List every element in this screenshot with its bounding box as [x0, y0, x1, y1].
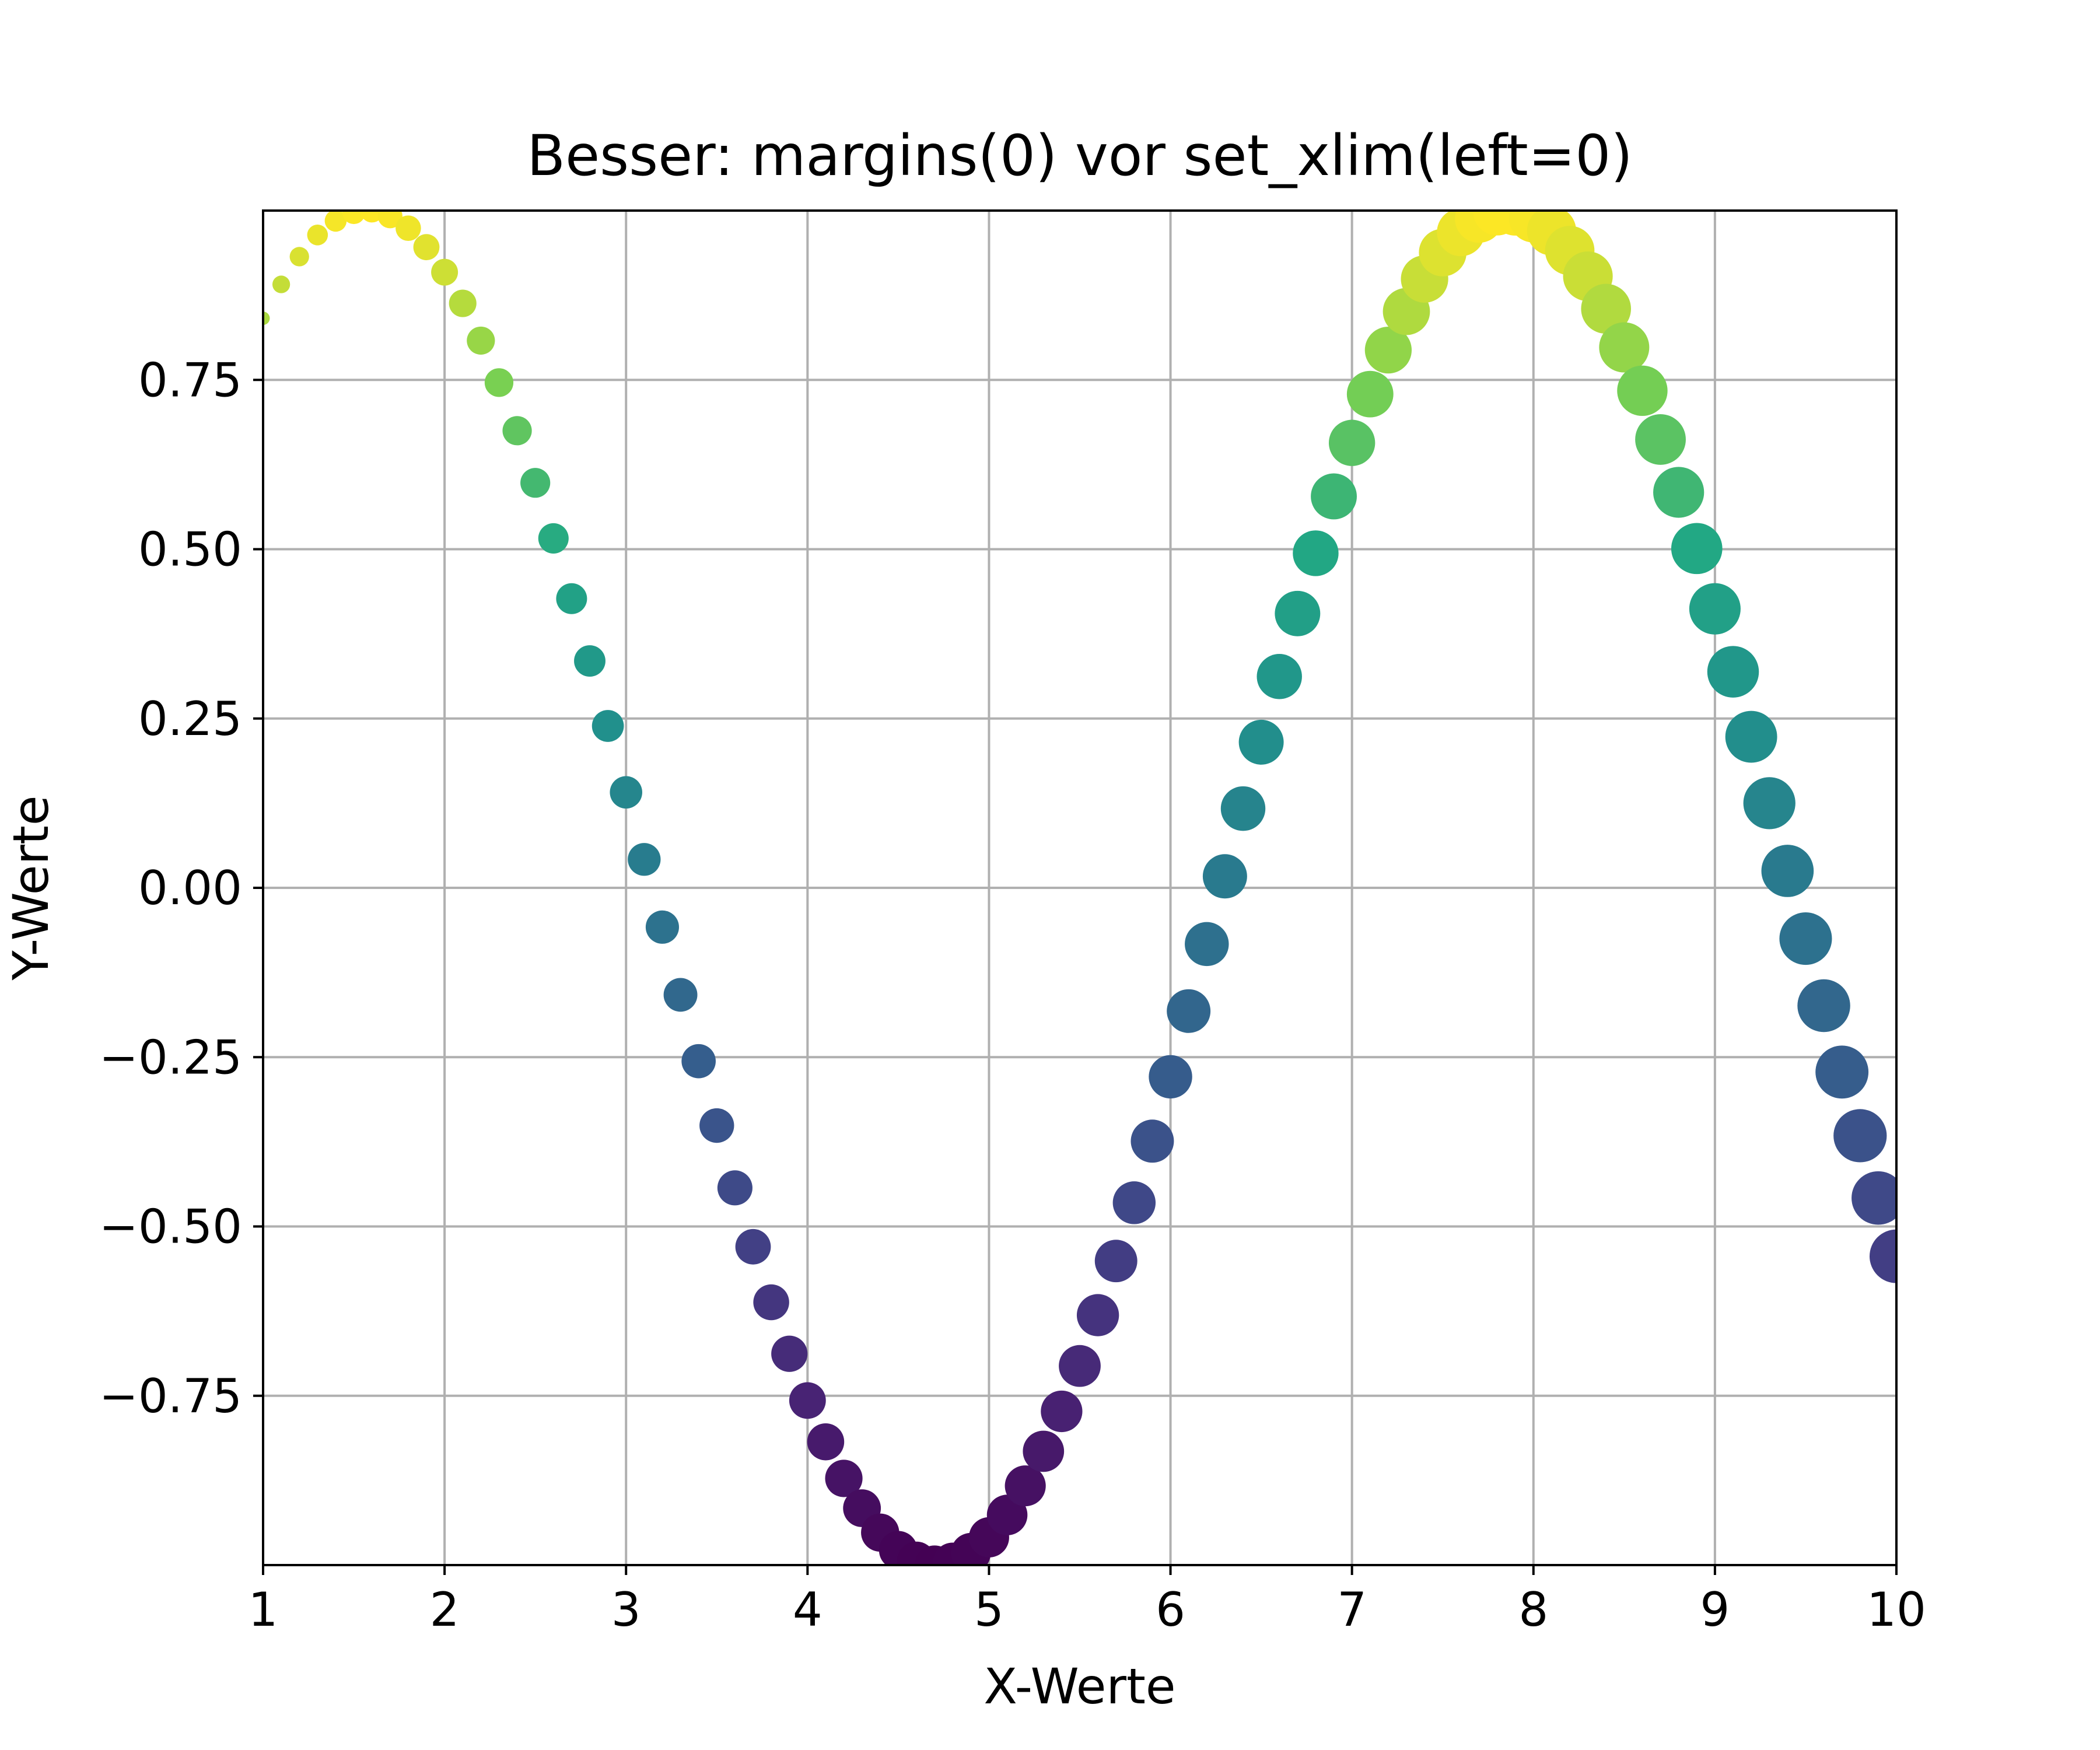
data-point — [1743, 777, 1796, 830]
data-point — [807, 1423, 845, 1461]
data-point — [1689, 583, 1741, 635]
data-point — [272, 275, 290, 293]
chart-title: Besser: margins(0) vor set_xlim(left=0) — [527, 123, 1633, 188]
y-tick-label: −0.50 — [99, 1200, 242, 1254]
data-point — [1185, 922, 1229, 967]
data-point — [1094, 1240, 1138, 1283]
data-point — [986, 1494, 1028, 1535]
data-point — [1311, 473, 1357, 520]
data-point — [1005, 1465, 1046, 1507]
data-point — [1833, 1109, 1887, 1163]
x-tick-label: 6 — [1156, 1583, 1185, 1637]
x-axis-title: X-Werte — [984, 1658, 1175, 1715]
x-axis-ticks: 1 2 3 4 5 6 7 8 9 10 — [249, 1565, 1926, 1637]
data-point — [1346, 370, 1394, 418]
data-point — [342, 211, 366, 225]
data-point — [1671, 523, 1723, 575]
data-point — [556, 583, 587, 614]
data-point — [324, 211, 347, 232]
y-axis-ticks: 0.75 0.50 0.25 0.00 −0.25 −0.50 −0.75 — [99, 353, 263, 1423]
data-point — [1707, 646, 1759, 698]
data-point — [502, 416, 532, 446]
data-point — [1167, 989, 1211, 1033]
data-point — [467, 326, 495, 355]
x-tick-label: 4 — [793, 1583, 822, 1637]
data-point — [449, 289, 477, 317]
data-points — [263, 211, 1896, 1565]
data-point — [484, 368, 514, 397]
data-point — [771, 1335, 808, 1372]
data-point — [1599, 322, 1650, 373]
data-point — [360, 211, 384, 223]
data-point — [1202, 854, 1247, 899]
data-point — [1130, 1119, 1174, 1163]
data-point — [1797, 979, 1850, 1032]
plot-area — [262, 209, 1898, 1566]
data-point — [1238, 719, 1284, 765]
data-point — [307, 224, 328, 246]
data-point — [574, 645, 606, 677]
data-point — [592, 710, 624, 742]
x-tick-label: 7 — [1337, 1583, 1367, 1637]
data-point — [1023, 1430, 1065, 1472]
data-point — [431, 258, 459, 286]
data-point — [1852, 1171, 1896, 1225]
data-point — [396, 215, 421, 241]
x-tick-label: 5 — [974, 1583, 1004, 1637]
data-point — [628, 843, 661, 876]
data-point — [1220, 786, 1266, 831]
data-point — [1112, 1181, 1156, 1224]
data-point — [413, 234, 440, 261]
data-point — [1041, 1390, 1083, 1433]
y-tick-label: 0.50 — [138, 523, 242, 577]
data-point — [1617, 365, 1668, 416]
data-point — [1779, 912, 1832, 965]
data-point — [735, 1228, 771, 1265]
x-tick-label: 8 — [1518, 1583, 1548, 1637]
data-point — [377, 211, 402, 229]
y-tick-label: −0.75 — [99, 1369, 242, 1423]
data-point — [699, 1108, 734, 1143]
data-point — [1275, 590, 1321, 636]
data-point — [610, 776, 642, 809]
y-tick-label: 0.75 — [138, 353, 242, 407]
data-point — [681, 1044, 716, 1079]
y-tick-label: 0.00 — [138, 861, 242, 915]
data-point — [1149, 1055, 1192, 1099]
data-point — [1635, 414, 1686, 465]
x-tick-label: 9 — [1700, 1583, 1730, 1637]
y-tick-label: 0.25 — [138, 692, 242, 746]
data-point — [1581, 284, 1632, 334]
data-point — [1761, 845, 1814, 897]
data-point — [717, 1170, 752, 1206]
data-point — [663, 978, 698, 1012]
data-point — [1364, 327, 1412, 374]
data-point — [1256, 654, 1302, 699]
data-point — [825, 1460, 863, 1497]
data-point — [1059, 1345, 1101, 1387]
data-point — [789, 1382, 826, 1419]
y-axis-title: Y-Werte — [2, 795, 60, 981]
x-tick-label: 3 — [611, 1583, 641, 1637]
data-point — [1815, 1045, 1869, 1099]
data-point — [289, 247, 309, 267]
data-point — [1653, 467, 1704, 518]
data-point — [1870, 1229, 1896, 1283]
x-tick-label: 2 — [430, 1583, 460, 1637]
x-tick-label: 1 — [249, 1583, 278, 1637]
data-point — [1076, 1294, 1119, 1336]
data-point — [645, 910, 680, 944]
data-point — [1293, 530, 1339, 576]
data-point — [753, 1284, 789, 1321]
data-point — [520, 468, 551, 498]
data-point — [263, 312, 270, 326]
data-point — [1725, 710, 1777, 763]
data-point — [1328, 419, 1376, 466]
x-tick-label: 10 — [1867, 1583, 1926, 1637]
data-point — [538, 523, 569, 554]
y-tick-label: −0.25 — [99, 1030, 242, 1084]
